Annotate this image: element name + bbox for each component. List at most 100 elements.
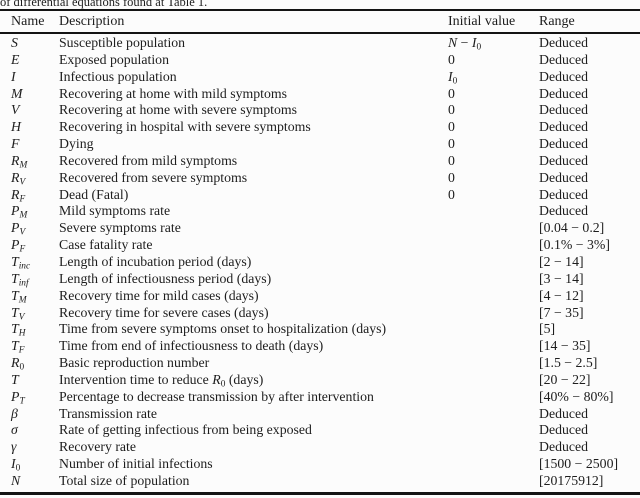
table-top-rule bbox=[0, 9, 640, 11]
description-cell: Dead (Fatal) bbox=[59, 186, 129, 202]
description-cell: Number of initial infections bbox=[59, 456, 213, 472]
name-cell: TH bbox=[11, 321, 57, 342]
description-cell: Intervention time to reduce R0 (days) bbox=[59, 372, 447, 393]
name-cell: σ bbox=[11, 422, 57, 439]
range-cell: [0.04 − 0.2] bbox=[539, 220, 605, 236]
math-symbol: P bbox=[11, 220, 20, 236]
table-row: V Recovering at home with severe symptoms… bbox=[0, 102, 640, 119]
name-cell: TF bbox=[11, 338, 57, 359]
description-cell: Exposed population bbox=[59, 51, 169, 67]
initial-value-cell: 0 bbox=[448, 152, 455, 168]
description-cell: Time from severe symptoms onset to hospi… bbox=[59, 321, 387, 337]
column-header-description: Description bbox=[59, 14, 125, 29]
initial-value-cell: 0 bbox=[448, 119, 455, 135]
math-symbol: V bbox=[19, 227, 26, 238]
initial-value-cell: 0 bbox=[448, 51, 455, 67]
description-cell: Mild symptoms rate bbox=[59, 203, 171, 219]
description-cell: Length of infectiousness period (days) bbox=[59, 270, 272, 286]
range-cell: [3 − 14] bbox=[539, 270, 584, 286]
name-cell: T bbox=[11, 372, 57, 389]
table-row: H Recovering in hospital with severe symp… bbox=[0, 119, 640, 136]
text-segment: (days) bbox=[225, 371, 264, 387]
range-cell: Deduced bbox=[539, 203, 589, 219]
table-row: γ Recovery rate Deduced bbox=[0, 439, 640, 456]
description-cell: Basic reproduction number bbox=[59, 355, 210, 371]
description-cell: Total size of population bbox=[59, 472, 190, 488]
initial-value-cell: 0 bbox=[448, 102, 455, 118]
description-cell: Recovering in hospital with severe sympt… bbox=[59, 119, 311, 135]
name-cell: Tinc bbox=[11, 254, 57, 275]
initial-value-cell: 0 bbox=[448, 169, 455, 185]
name-cell: RF bbox=[11, 187, 57, 208]
table-row: RF Dead (Fatal) 0 Deduced bbox=[0, 187, 640, 204]
range-cell: Deduced bbox=[539, 119, 589, 135]
name-cell: PM bbox=[11, 203, 57, 224]
math-symbol: T bbox=[11, 253, 19, 269]
range-cell: Deduced bbox=[539, 102, 589, 118]
table-row: PF Case fatality rate [0.1% − 3%] bbox=[0, 237, 640, 254]
range-cell: [0.1% − 3%] bbox=[539, 237, 610, 253]
math-symbol: M bbox=[11, 85, 23, 101]
name-cell: R0 bbox=[11, 355, 57, 376]
math-symbol: T bbox=[19, 396, 25, 407]
range-cell: [5] bbox=[539, 321, 556, 337]
initial-value-cell: I0 bbox=[448, 69, 538, 90]
range-cell: Deduced bbox=[539, 51, 589, 67]
math-symbol: I bbox=[448, 68, 453, 84]
range-cell: [20175912] bbox=[539, 472, 604, 488]
table-row: TM Recovery time for mild cases (days) [4 … bbox=[0, 288, 640, 305]
name-cell: RM bbox=[11, 153, 57, 174]
range-cell: Deduced bbox=[539, 439, 589, 455]
column-header-name: Name bbox=[11, 14, 45, 29]
description-cell: Dying bbox=[59, 136, 94, 152]
table-row: F Dying 0 Deduced bbox=[0, 136, 640, 153]
description-cell: Severe symptoms rate bbox=[59, 220, 181, 236]
table-row: TF Time from end of infectiousness to dea… bbox=[0, 338, 640, 355]
description-cell: Recovering at home with severe symptoms bbox=[59, 102, 297, 118]
range-cell: Deduced bbox=[539, 422, 589, 438]
range-cell: Deduced bbox=[539, 186, 589, 202]
table-body: S Susceptible population N − I0 Deduced E Exp… bbox=[0, 35, 640, 490]
description-cell: Rate of getting infectious from being ex… bbox=[59, 422, 312, 438]
text-segment: 0 bbox=[476, 42, 482, 53]
math-symbol: S bbox=[11, 35, 18, 50]
math-symbol: R bbox=[11, 355, 20, 371]
table-bottom-rule bbox=[0, 492, 640, 495]
math-symbol: V bbox=[19, 177, 26, 188]
range-cell: [14 − 35] bbox=[539, 338, 591, 354]
description-cell: Recovering at home with mild symptoms bbox=[59, 85, 288, 101]
table-row: S Susceptible population N − I0 Deduced bbox=[0, 35, 640, 52]
math-symbol: T bbox=[11, 270, 19, 286]
math-symbol: M bbox=[19, 210, 28, 221]
table-row: I0 Number of initial infections [1500 − 25… bbox=[0, 456, 640, 473]
math-symbol: M bbox=[19, 160, 28, 171]
name-cell: γ bbox=[11, 439, 57, 456]
table-row: PT Percentage to decrease transmission by… bbox=[0, 389, 640, 406]
table-row: σ Rate of getting infectious from being e… bbox=[0, 422, 640, 439]
description-cell: Recovered from mild symptoms bbox=[59, 152, 238, 168]
initial-value-cell: 0 bbox=[448, 186, 455, 202]
name-cell: E bbox=[11, 52, 57, 69]
math-symbol: T bbox=[11, 287, 19, 303]
table-row: R0 Basic reproduction number [1.5 − 2.5] bbox=[0, 355, 640, 372]
table-row: TH Time from severe symptoms onset to hos… bbox=[0, 321, 640, 338]
table-row: RM Recovered from mild symptoms 0 Deduced bbox=[0, 153, 640, 170]
range-cell: [1500 − 2500] bbox=[539, 456, 619, 472]
math-symbol: R bbox=[212, 371, 221, 387]
table-row: T Intervention time to reduce R0 (days) [2… bbox=[0, 372, 640, 389]
name-cell: PV bbox=[11, 220, 57, 241]
description-cell: Time from end of infectiousness to death… bbox=[59, 338, 324, 354]
range-cell: [20 − 22] bbox=[539, 371, 591, 387]
name-cell: Tinf bbox=[11, 271, 57, 292]
math-symbol: I bbox=[471, 35, 477, 50]
name-cell: TV bbox=[11, 305, 57, 326]
range-cell: Deduced bbox=[539, 152, 589, 168]
description-cell: Case fatality rate bbox=[59, 237, 153, 253]
description-cell: Transmission rate bbox=[59, 405, 157, 421]
description-cell: Length of incubation period (days) bbox=[59, 253, 252, 269]
math-symbol: inc bbox=[18, 261, 31, 272]
name-cell: M bbox=[11, 86, 57, 103]
range-cell: [2 − 14] bbox=[539, 253, 584, 269]
math-symbol: T bbox=[11, 338, 19, 354]
